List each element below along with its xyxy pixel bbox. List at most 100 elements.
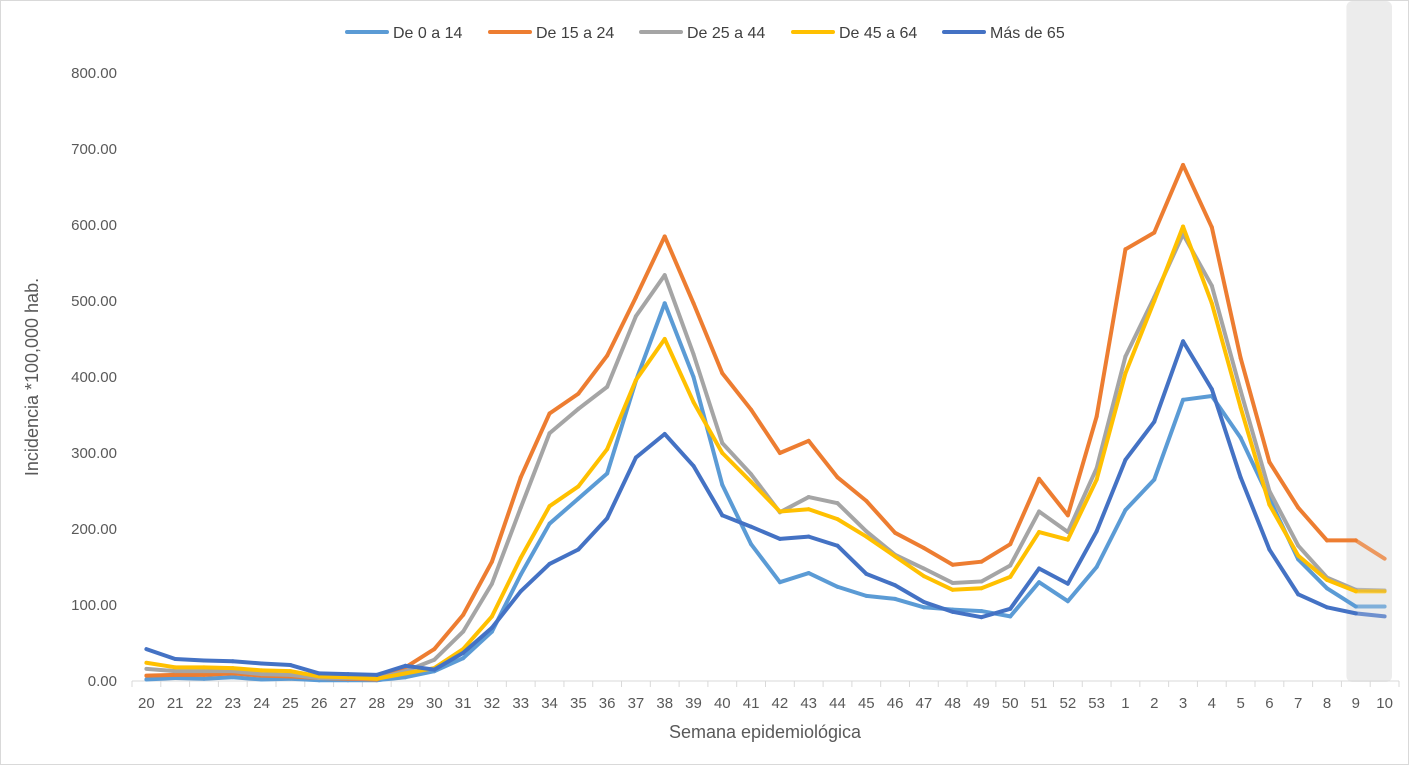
- line-segment: [749, 542, 782, 585]
- line-segment: [662, 273, 696, 357]
- line-segment: [1152, 162, 1186, 235]
- line-segment: [1181, 394, 1214, 402]
- line-segment: [864, 593, 898, 601]
- line-segment: [259, 668, 293, 674]
- line-segment: [1325, 577, 1358, 594]
- series-mas-de-65: [144, 339, 1387, 677]
- line-segment: [461, 581, 494, 634]
- x-tick-label: 43: [800, 695, 817, 712]
- line-segment: [1094, 508, 1128, 569]
- line-segment: [979, 542, 1013, 564]
- line-segment: [605, 295, 638, 358]
- line-segment: [1296, 553, 1330, 582]
- x-tick-label: 8: [1323, 695, 1331, 712]
- x-tick-label: 27: [340, 695, 357, 712]
- line-segment: [605, 314, 638, 389]
- line-segment: [1008, 476, 1042, 547]
- line-segment: [230, 675, 264, 682]
- line-segment: [461, 614, 494, 652]
- x-tick-label: 33: [512, 695, 529, 712]
- x-tick-label: 20: [138, 695, 155, 712]
- line-segment: [605, 378, 638, 452]
- y-tick-label: 200.00: [71, 521, 117, 538]
- line-segment: [461, 625, 494, 655]
- line-segment: [288, 676, 322, 683]
- line-segment: [1123, 299, 1157, 376]
- line-segment: [720, 451, 754, 484]
- x-tick-label: 30: [426, 695, 443, 712]
- line-segment: [1325, 586, 1358, 609]
- line-segment: [777, 534, 811, 541]
- y-tick-label: 800.00: [71, 65, 117, 82]
- legend-item[interactable]: De 25 a 44: [639, 25, 765, 42]
- line-segment: [921, 546, 955, 567]
- line-segment: [547, 547, 581, 566]
- x-tick-label: 45: [858, 695, 875, 712]
- line-segment: [201, 675, 235, 681]
- x-tick-label: 48: [944, 695, 961, 712]
- line-segment: [1267, 489, 1301, 548]
- x-tick-label: 40: [714, 695, 731, 712]
- line-segment: [691, 352, 725, 446]
- line-segment: [950, 609, 984, 620]
- y-tick-label: 500.00: [71, 293, 117, 310]
- series-de-25-a-44: [144, 232, 1387, 681]
- line-segment: [173, 675, 206, 681]
- line-segment: [1238, 475, 1272, 552]
- legend-item[interactable]: De 15 a 24: [488, 25, 614, 42]
- x-tick-label: 41: [743, 695, 760, 712]
- line-segment: [403, 669, 437, 680]
- line-segment: [518, 561, 552, 594]
- line-segment: [1209, 387, 1243, 480]
- line-segment: [806, 507, 840, 522]
- line-segment: [1238, 388, 1272, 493]
- line-segment: [547, 496, 581, 526]
- x-tick-label: 23: [224, 695, 241, 712]
- legend[interactable]: De 0 a 14 De 15 a 24 De 25 a 44 De 45 a 64 M…: [345, 25, 1065, 42]
- line-segment: [259, 661, 293, 668]
- line-segment: [1065, 414, 1099, 518]
- x-tick-label: 31: [455, 695, 472, 712]
- legend-item[interactable]: De 0 a 14: [345, 25, 462, 42]
- line-segment: [921, 599, 955, 614]
- line-segment: [489, 589, 523, 630]
- legend-label: Más de 65: [990, 25, 1065, 42]
- line-segment: [806, 438, 840, 480]
- line-segment: [691, 301, 725, 376]
- line-segment: [893, 596, 926, 610]
- line-segment: [633, 337, 667, 383]
- x-tick-label: 9: [1352, 695, 1360, 712]
- x-tick-label: 22: [196, 695, 213, 712]
- line-segment: [921, 574, 955, 592]
- x-tick-label: 10: [1376, 695, 1393, 712]
- line-segment: [432, 650, 466, 672]
- line-segment: [662, 301, 696, 379]
- line-segment: [518, 504, 552, 560]
- legend-item[interactable]: Más de 65: [942, 25, 1065, 42]
- line-segment: [864, 534, 898, 559]
- line-segment: [1152, 339, 1186, 424]
- x-tick-label: 51: [1031, 695, 1048, 712]
- line-segment: [288, 669, 322, 679]
- x-tick-label: 52: [1060, 695, 1077, 712]
- line-segment: [259, 672, 293, 677]
- line-segment: [547, 391, 581, 416]
- line-segment: [1065, 466, 1099, 535]
- line-segment: [1353, 538, 1387, 561]
- line-segment: [835, 584, 869, 598]
- x-tick-label: 6: [1265, 695, 1273, 712]
- line-segment: [1353, 611, 1387, 619]
- line-segment: [950, 607, 984, 614]
- line-segment: [921, 566, 955, 585]
- x-tick-label: 7: [1294, 695, 1302, 712]
- line-segment: [835, 543, 869, 576]
- legend-item[interactable]: De 45 a 64: [791, 25, 917, 42]
- line-segment: [605, 455, 638, 521]
- line-segment: [1094, 371, 1128, 482]
- line-segment: [1296, 505, 1330, 543]
- line-segment: [230, 659, 264, 666]
- x-tick-label: 5: [1236, 695, 1244, 712]
- x-tick-label: 2: [1150, 695, 1158, 712]
- line-segment: [633, 301, 667, 383]
- line-segment: [403, 647, 437, 670]
